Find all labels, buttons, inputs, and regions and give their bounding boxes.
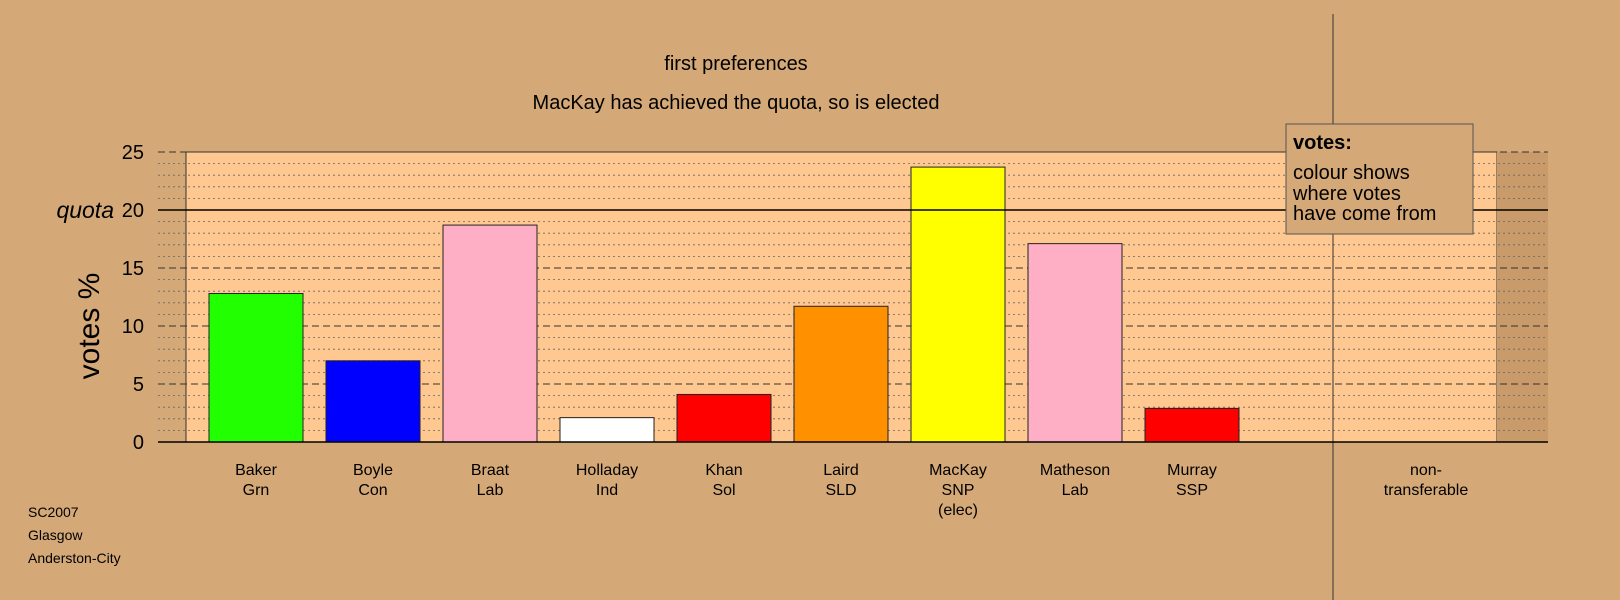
legend-box xyxy=(1285,123,1474,235)
category-label: SNP xyxy=(942,482,975,499)
bar xyxy=(910,166,1006,443)
y-tick-label: 20 xyxy=(122,200,144,222)
y-tick-label: 10 xyxy=(122,316,144,338)
bar xyxy=(559,417,655,443)
category-label: MacKay xyxy=(929,462,987,479)
y-tick-label: 15 xyxy=(122,258,144,280)
legend-line: colour shows xyxy=(1293,162,1410,184)
category-label: Holladay xyxy=(576,462,638,479)
legend-title: votes: xyxy=(1293,132,1352,154)
category-label: Matheson xyxy=(1040,462,1110,479)
category-label: Baker xyxy=(235,462,277,479)
bar xyxy=(1027,243,1123,443)
category-label: Lab xyxy=(1062,482,1089,499)
category-label: Grn xyxy=(243,482,270,499)
bar xyxy=(793,305,889,443)
source-label: SC2007 xyxy=(28,504,79,520)
legend-line: where votes xyxy=(1292,183,1401,205)
chart-subtitle: MacKay has achieved the quota, so is ele… xyxy=(533,92,940,114)
legend: votes: colour shows where votes have com… xyxy=(1285,123,1474,235)
category-label: Ind xyxy=(596,482,618,499)
bar xyxy=(676,393,772,443)
category-label: Braat xyxy=(471,462,510,479)
y-axis-label: votes % xyxy=(73,273,106,380)
category-label: SSP xyxy=(1176,482,1208,499)
category-label: (elec) xyxy=(938,502,978,519)
category-label: Lab xyxy=(477,482,504,499)
chart-title: first preferences xyxy=(664,53,807,75)
source-label: Anderston-City xyxy=(28,550,121,566)
category-label: Boyle xyxy=(353,462,393,479)
category-label: SLD xyxy=(825,482,856,499)
category-label: Laird xyxy=(823,462,859,479)
bar xyxy=(1144,407,1240,443)
category-label: Con xyxy=(358,482,387,499)
source-label: Glasgow xyxy=(28,527,83,543)
y-tick-label: 5 xyxy=(133,374,144,396)
bar xyxy=(208,293,304,443)
y-tick-label: 0 xyxy=(133,432,144,454)
nontransferable-label: non- xyxy=(1410,462,1442,479)
category-label: Khan xyxy=(705,462,742,479)
category-label: Sol xyxy=(712,482,735,499)
bar xyxy=(442,224,538,443)
legend-line: have come from xyxy=(1293,203,1436,225)
bar xyxy=(325,360,421,443)
category-label: Murray xyxy=(1167,462,1217,479)
nontransferable-label: transferable xyxy=(1384,482,1469,499)
quota-label: quota xyxy=(56,197,114,223)
y-tick-label: 25 xyxy=(122,142,144,164)
plot-margin-strip xyxy=(1497,152,1548,442)
